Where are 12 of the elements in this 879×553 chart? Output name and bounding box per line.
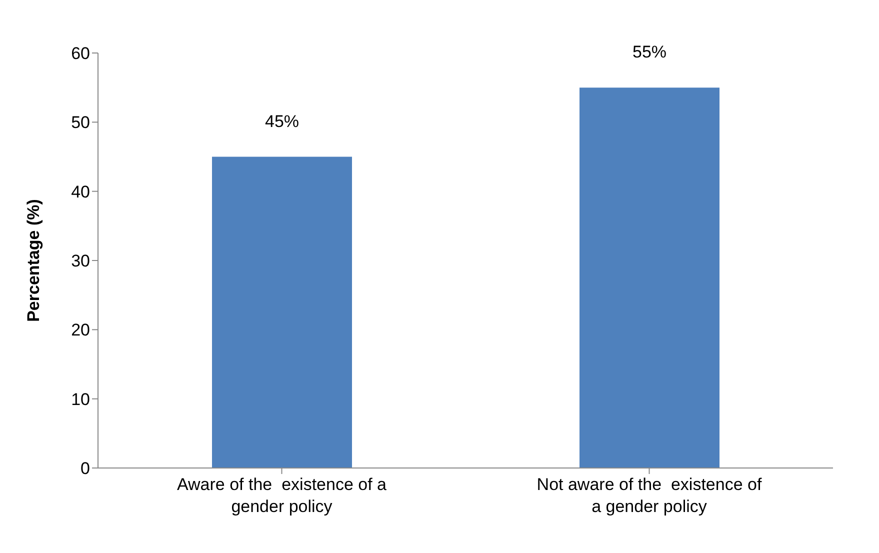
- y-tick-label: 40: [71, 182, 90, 202]
- y-tick-label: 60: [71, 44, 90, 64]
- y-tick-label: 20: [71, 320, 90, 340]
- x-tick-label: Not aware of the existence of a gender policy: [536, 475, 762, 516]
- y-tick-label: 30: [71, 252, 90, 271]
- y-axis-title: Percentage (%): [24, 199, 44, 322]
- data-label: 45%: [264, 112, 300, 131]
- y-tick-label: 0: [80, 459, 90, 478]
- x-tick-label: Aware of the existence of a gender policy: [177, 475, 388, 516]
- y-tick-label: 10: [71, 390, 90, 409]
- y-tick-label: 50: [71, 113, 90, 132]
- data-label: 55%: [632, 42, 667, 62]
